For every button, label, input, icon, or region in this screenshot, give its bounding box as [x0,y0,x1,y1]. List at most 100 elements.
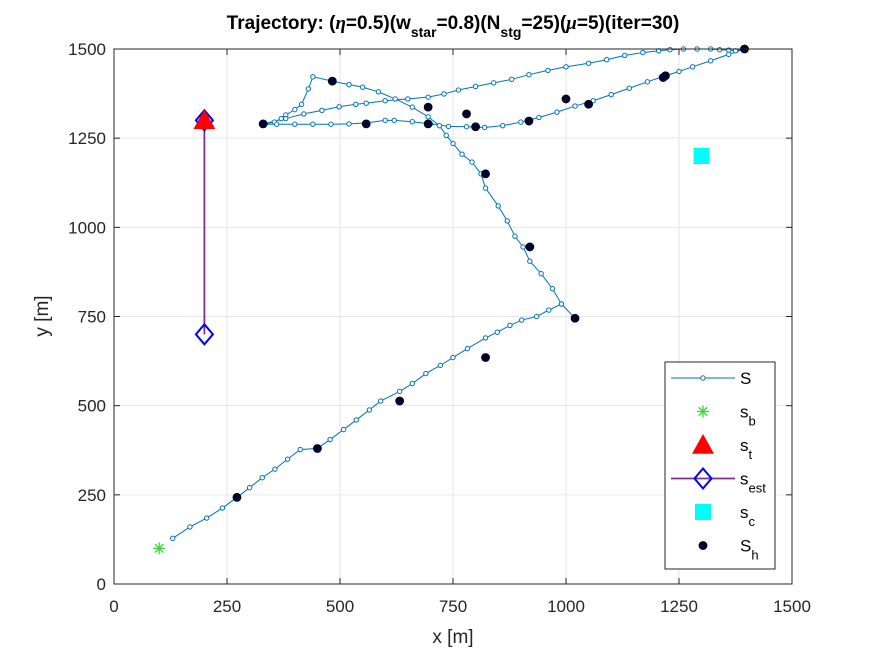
data-point-S [272,466,278,472]
y-axis-label: y [m] [32,295,53,336]
data-point-S [689,64,696,70]
data-point-S [297,446,303,453]
data-point-S [527,258,533,264]
data-point-Sh [584,99,593,109]
data-point-S [436,122,443,129]
data-point-S [545,67,551,74]
asterisk-stroke [698,406,708,417]
data-point-S [366,407,373,413]
chart-title: Trajectory: (η=0.5)(wstar=0.8)(Nstg=25)(… [227,13,680,40]
data-point-S [219,505,226,511]
data-point-S [459,151,465,157]
data-point-S [622,52,628,59]
legend-item-sest: sest [671,466,766,496]
series-st [193,109,216,130]
data-point-st [193,109,216,130]
data-point-S [246,485,253,491]
data-point-S [450,140,456,147]
data-point-S [509,76,515,83]
data-point-S [425,114,431,120]
data-point-S [626,85,632,91]
legend-label: sest [740,470,766,496]
data-point-S [464,345,471,352]
data-point-S [481,124,488,131]
y-tick-label: 0 [97,575,106,594]
data-point-S [375,89,382,95]
legend-marker-sest [693,466,713,491]
x-tick-label: 1250 [660,597,698,616]
series-sest [194,108,215,346]
data-point-S [319,107,325,114]
data-point-Sh [232,492,242,502]
data-point-Sh [481,353,490,362]
legend-item-st: st [692,434,753,462]
data-point-S [443,132,449,139]
legend-marker-st [692,434,714,454]
data-point-S [391,117,397,124]
data-point-sc [693,148,710,164]
data-point-S [382,117,388,124]
data-point-S [536,114,542,121]
data-point-Sh [395,396,405,406]
data-point-S [644,79,651,85]
legend-label: st [740,436,753,462]
data-point-S [310,74,316,80]
data-point-S [716,47,723,53]
data-point-S [482,335,489,341]
data-point-S [301,111,307,117]
data-point-Sh [312,444,322,453]
legend-marker-sb [697,405,709,418]
data-point-Sh [258,119,268,129]
legend-item-S: S [671,369,751,388]
data-point-S [490,80,497,86]
data-point-S [377,398,384,404]
data-point-sb [153,542,166,555]
x-tick-label: 1500 [773,597,811,616]
data-point-Sh [423,102,433,112]
data-point-S [170,535,176,542]
data-point-S [425,94,431,100]
data-point-S [495,203,501,209]
data-point-S [283,115,289,122]
data-point-S [382,98,388,104]
data-point-S [549,285,556,292]
y-tick-label: 250 [78,486,106,505]
series-sb [153,542,166,555]
data-point-Sh [361,119,371,129]
x-tick-label: 1000 [547,597,585,616]
data-point-S [494,329,500,335]
data-point-Sh [561,94,571,104]
data-point-Sh [471,122,481,132]
data-point-Sh [524,116,534,126]
data-point-S [353,101,359,107]
data-point-Sh [462,109,471,119]
data-point-Sh [481,169,490,179]
data-point-S [538,271,544,277]
data-point-S [346,81,352,88]
series-sc [693,148,710,164]
axis-ticks: 0 250 500 750 1000 1250 1500 0 250 500 750 1000 1250… [68,40,811,616]
data-point-S [469,159,475,165]
data-point-S [563,64,569,70]
data-point-S [310,121,316,127]
data-point-S [707,58,714,64]
data-point-S [203,515,210,521]
data-point-S [346,121,352,127]
x-tick-label: 750 [439,597,467,616]
x-tick-label: 0 [109,597,118,616]
data-point-S [450,354,456,361]
data-point-Sh [423,119,433,129]
data-point-S [520,244,526,250]
data-point-S [445,123,452,130]
data-point-S [353,417,359,423]
legend-item-sc: sc [695,503,756,529]
data-point-Sh [327,76,337,86]
data-point-Sh [525,242,535,252]
data-point-S [507,322,513,329]
data-point-S [409,119,416,125]
legend-marker-sc [695,504,711,520]
data-point-S [472,83,479,90]
data-point-S [292,106,298,113]
data-point-S [278,115,284,122]
data-point-S [259,475,265,481]
